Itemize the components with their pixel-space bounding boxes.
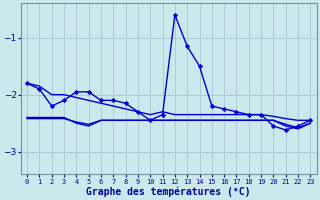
X-axis label: Graphe des températures (°C): Graphe des températures (°C) <box>86 186 251 197</box>
